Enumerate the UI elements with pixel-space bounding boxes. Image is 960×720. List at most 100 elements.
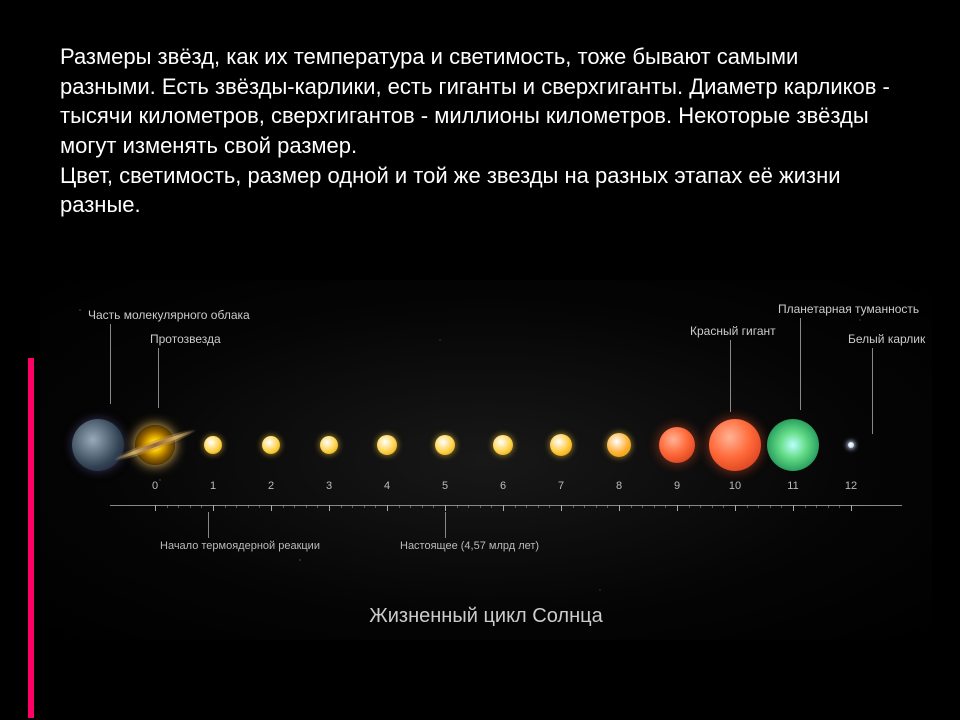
sun-stage — [607, 433, 631, 457]
axis-tick — [445, 505, 446, 511]
leader-line — [730, 340, 731, 412]
axis-minor-tick — [259, 505, 260, 508]
axis-minor-tick — [306, 505, 307, 508]
axis-minor-tick — [457, 505, 458, 508]
axis-minor-tick — [549, 505, 550, 508]
axis-tick — [561, 505, 562, 511]
axis-tick-label: 1 — [210, 480, 216, 492]
leader-line — [872, 348, 873, 434]
axis-tick-label: 10 — [729, 480, 741, 492]
axis-minor-tick — [178, 505, 179, 508]
axis-tick — [793, 505, 794, 511]
red-giant — [709, 419, 761, 471]
axis-minor-tick — [689, 505, 690, 508]
leader-line — [208, 512, 209, 538]
axis-minor-tick — [433, 505, 434, 508]
axis-minor-tick — [468, 505, 469, 508]
axis-tick — [619, 505, 620, 511]
axis-tick-label: 2 — [268, 480, 274, 492]
molecular-cloud — [72, 419, 124, 471]
axis-minor-tick — [781, 505, 782, 508]
axis-minor-tick — [538, 505, 539, 508]
accent-bar — [28, 358, 34, 718]
protostar — [135, 425, 175, 465]
axis-tick — [329, 505, 330, 511]
axis-minor-tick — [700, 505, 701, 508]
axis-minor-tick — [399, 505, 400, 508]
axis-minor-tick — [248, 505, 249, 508]
axis-minor-tick — [167, 505, 168, 508]
axis-minor-tick — [410, 505, 411, 508]
axis-tick-label: 9 — [674, 480, 680, 492]
axis-minor-tick — [283, 505, 284, 508]
axis-tick-label: 3 — [326, 480, 332, 492]
axis-minor-tick — [352, 505, 353, 508]
leader-line — [110, 324, 111, 404]
sun-stage — [262, 436, 280, 454]
axis-minor-tick — [723, 505, 724, 508]
axis-minor-tick — [607, 505, 608, 508]
axis-minor-tick — [828, 505, 829, 508]
axis-minor-tick — [631, 505, 632, 508]
axis-tick — [503, 505, 504, 511]
slide: Размеры звёзд, как их температура и свет… — [0, 0, 960, 720]
axis-tick — [387, 505, 388, 511]
axis-tick — [155, 505, 156, 511]
label-protostar: Протозвезда — [150, 332, 221, 346]
axis-minor-tick — [596, 505, 597, 508]
axis-tick-label: 0 — [152, 480, 158, 492]
axis-tick-label: 8 — [616, 480, 622, 492]
lifecycle-diagram: 0123456789101112 Часть молекулярного обл… — [40, 280, 932, 640]
axis-minor-tick — [654, 505, 655, 508]
label-red-giant: Красный гигант — [690, 324, 776, 338]
axis-tick-label: 4 — [384, 480, 390, 492]
axis-minor-tick — [190, 505, 191, 508]
axis-minor-tick — [225, 505, 226, 508]
axis-minor-tick — [573, 505, 574, 508]
axis-minor-tick — [712, 505, 713, 508]
planetary-nebula — [767, 419, 819, 471]
axis-tick-label: 6 — [500, 480, 506, 492]
axis-tick-label: 5 — [442, 480, 448, 492]
sun-stage — [377, 435, 397, 455]
axis-minor-tick — [770, 505, 771, 508]
axis-minor-tick — [747, 505, 748, 508]
axis-minor-tick — [491, 505, 492, 508]
axis-tick — [851, 505, 852, 511]
axis-minor-tick — [236, 505, 237, 508]
timeline-axis — [110, 505, 902, 506]
axis-minor-tick — [642, 505, 643, 508]
axis-minor-tick — [341, 505, 342, 508]
label-fusion-start: Начало термоядерной реакции — [160, 540, 320, 552]
axis-tick — [271, 505, 272, 511]
leader-line — [158, 348, 159, 408]
axis-tick-label: 12 — [845, 480, 857, 492]
sun-stage — [493, 435, 513, 455]
paragraph-1: Размеры звёзд, как их температура и свет… — [60, 42, 900, 161]
red-giant — [659, 427, 695, 463]
axis-tick — [735, 505, 736, 511]
axis-minor-tick — [480, 505, 481, 508]
axis-tick-label: 11 — [787, 480, 798, 492]
leader-line — [800, 318, 801, 410]
label-present: Настоящее (4,57 млрд лет) — [400, 540, 539, 552]
axis-minor-tick — [805, 505, 806, 508]
axis-minor-tick — [375, 505, 376, 508]
leader-line — [445, 512, 446, 538]
axis-tick — [677, 505, 678, 511]
axis-minor-tick — [526, 505, 527, 508]
sun-stage — [204, 436, 222, 454]
sun-stage — [435, 435, 455, 455]
axis-tick — [213, 505, 214, 511]
axis-minor-tick — [584, 505, 585, 508]
axis-minor-tick — [201, 505, 202, 508]
diagram-title: Жизненный цикл Солнца — [40, 605, 932, 628]
axis-minor-tick — [364, 505, 365, 508]
axis-minor-tick — [665, 505, 666, 508]
sun-stage — [320, 436, 338, 454]
axis-minor-tick — [758, 505, 759, 508]
label-planetary-nebula: Планетарная туманность — [778, 302, 919, 316]
axis-tick-label: 7 — [558, 480, 564, 492]
sun-stage — [550, 434, 572, 456]
axis-minor-tick — [515, 505, 516, 508]
